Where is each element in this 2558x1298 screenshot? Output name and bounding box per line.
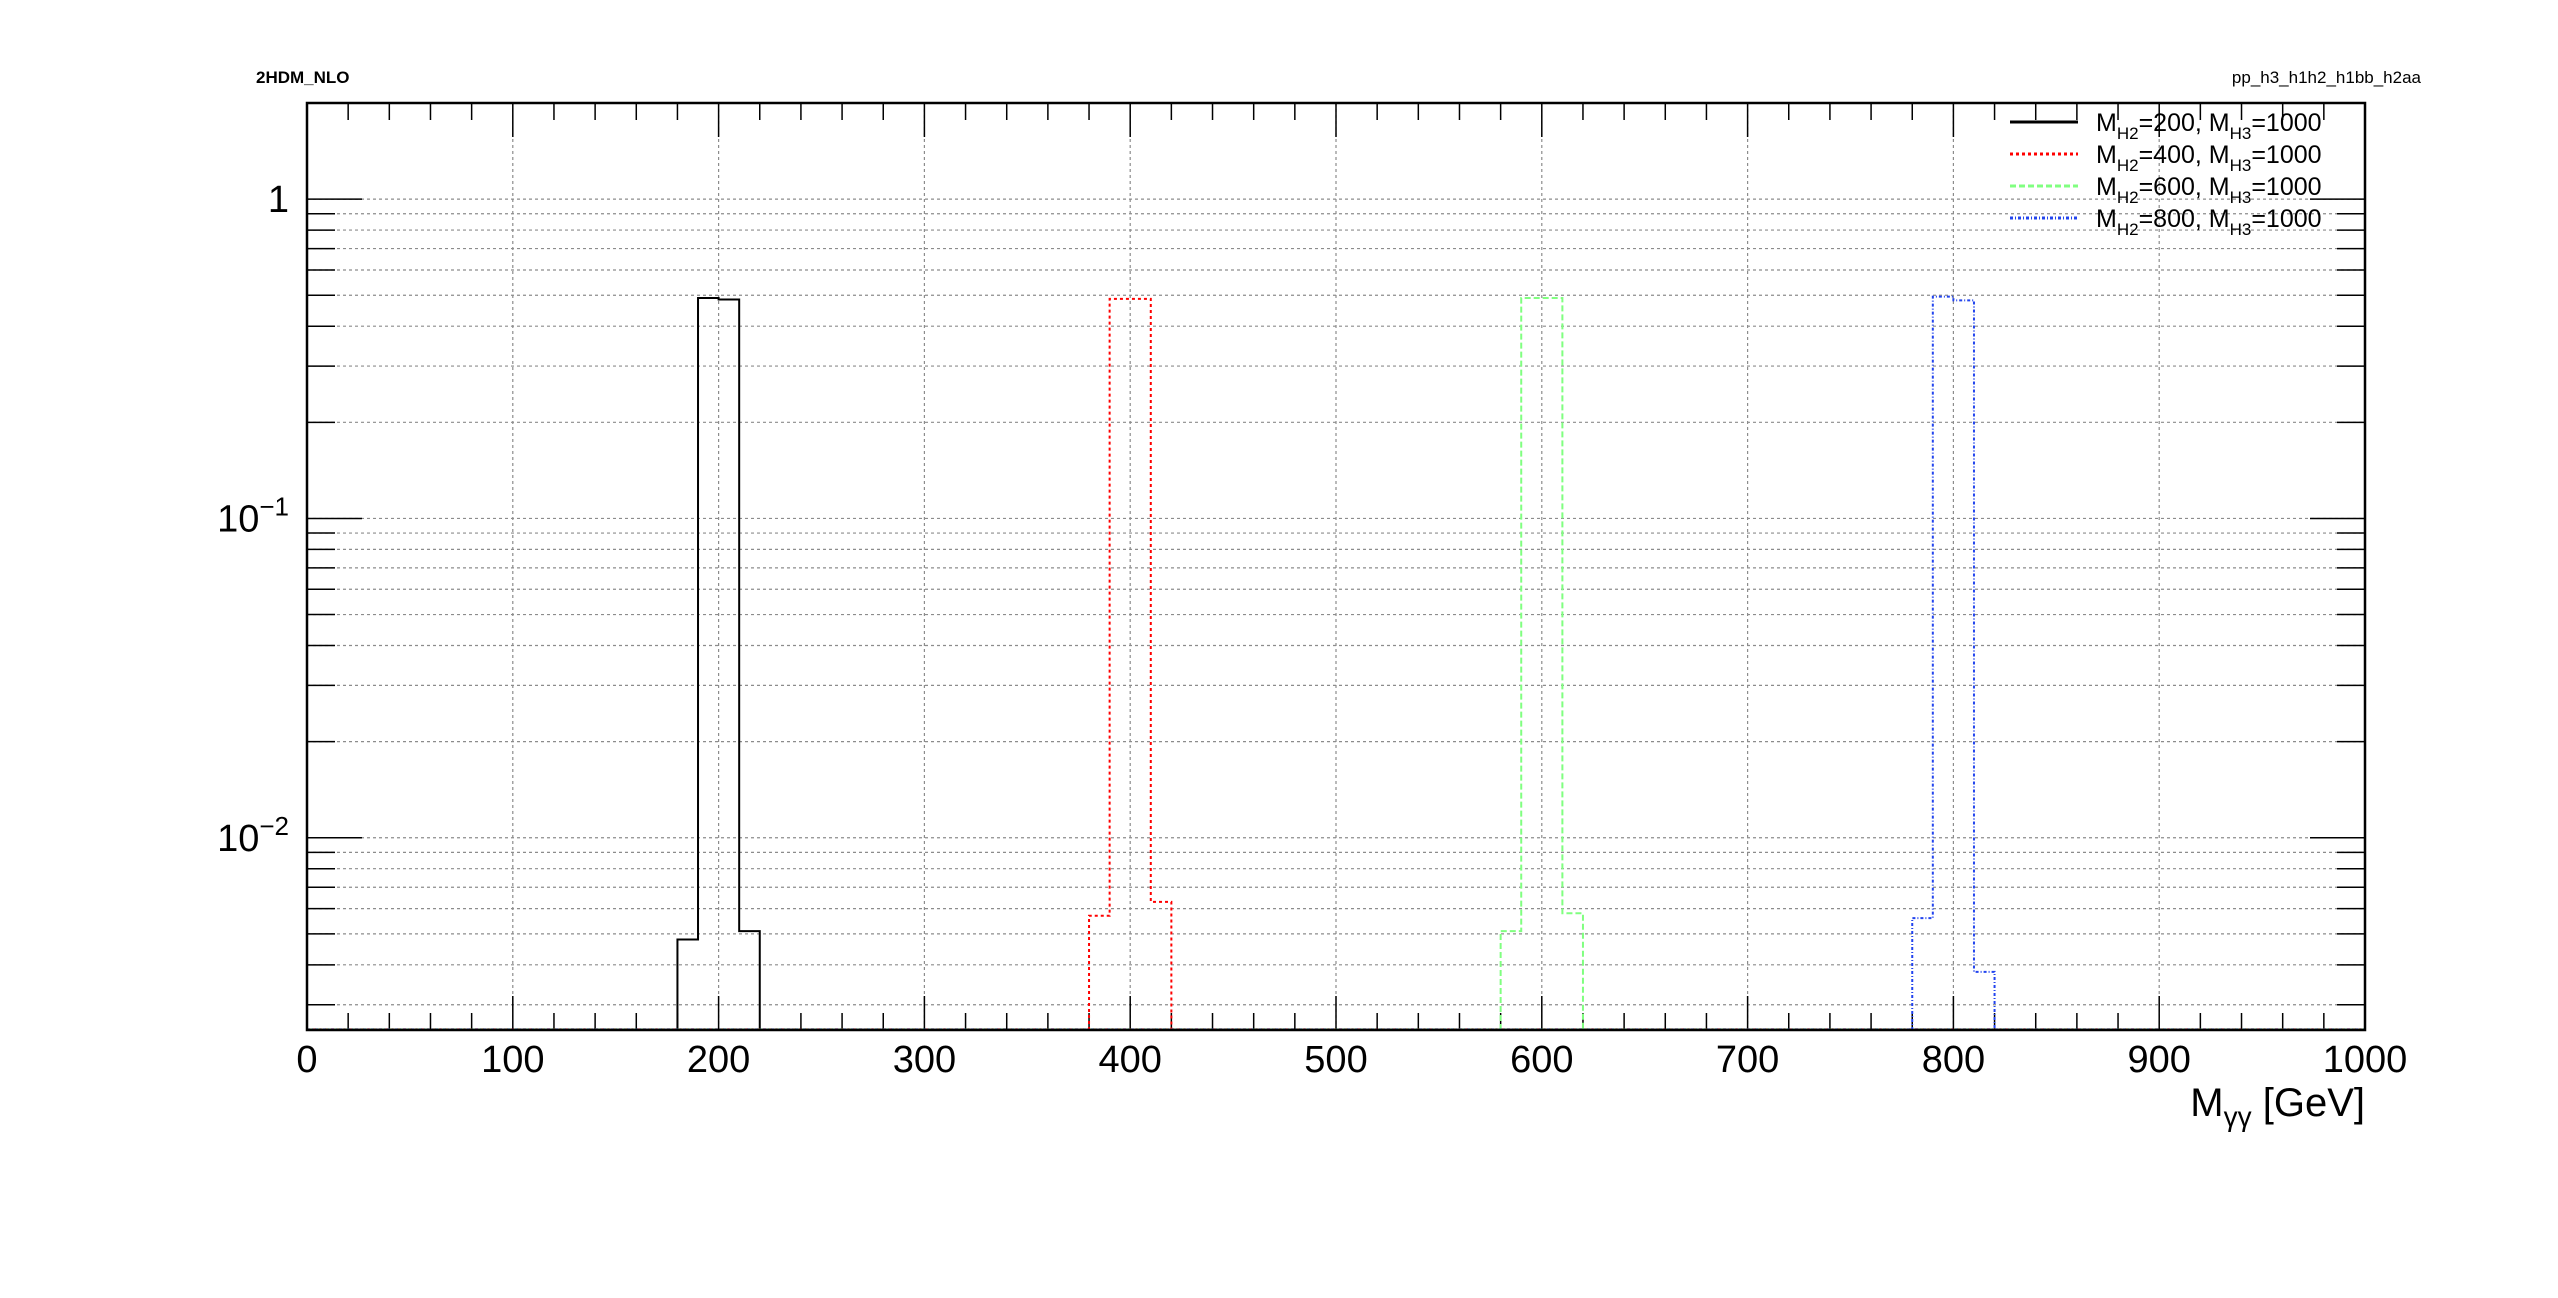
series-outline	[676, 297, 761, 1030]
x-axis-title: Mγγ [GeV]	[2190, 1081, 2365, 1132]
x-tick-label: 600	[1510, 1039, 1573, 1081]
x-tick-label: 500	[1304, 1039, 1367, 1081]
y-tick-label: 10−2	[217, 811, 289, 860]
x-tick-label: 400	[1098, 1039, 1161, 1081]
right-corner-label: pp_h3_h1h2_h1bb_h2aa	[2232, 68, 2422, 87]
legend-label: MH2=400, MH3=1000	[2096, 141, 2322, 175]
x-tick-label: 200	[687, 1039, 750, 1081]
legend-entry: MH2=800, MH3=1000	[2010, 205, 2322, 239]
legend-entry: MH2=600, MH3=1000	[2010, 173, 2322, 207]
x-tick-label: 0	[296, 1039, 317, 1081]
x-tick-label: 1000	[2323, 1039, 2408, 1081]
legend-label: MH2=800, MH3=1000	[2096, 205, 2322, 239]
legend-label: MH2=600, MH3=1000	[2096, 173, 2322, 207]
x-tick-label: 900	[2127, 1039, 2190, 1081]
y-tick-label: 1	[268, 179, 289, 221]
plot-frame	[305, 101, 2367, 1032]
x-tick-label: 100	[481, 1039, 544, 1081]
legend-entry: MH2=400, MH3=1000	[2010, 141, 2322, 175]
axis-labels: 0 100 200 300 400 500 600 700 800 900 1000 1 10−1 10−…	[217, 179, 2407, 1132]
x-tick-label: 800	[1922, 1039, 1985, 1081]
x-tick-label: 700	[1716, 1039, 1779, 1081]
legend-label: MH2=200, MH3=1000	[2096, 109, 2322, 143]
series-outline	[1088, 297, 1173, 1030]
series-outline	[1911, 295, 1996, 1030]
series-outline	[1499, 297, 1584, 1030]
y-tick-label: 10−1	[217, 491, 289, 540]
legend-entry: MH2=200, MH3=1000	[2010, 109, 2322, 143]
x-tick-label: 300	[893, 1039, 956, 1081]
left-corner-label: 2HDM_NLO	[256, 68, 350, 87]
grid	[307, 102, 2365, 1030]
